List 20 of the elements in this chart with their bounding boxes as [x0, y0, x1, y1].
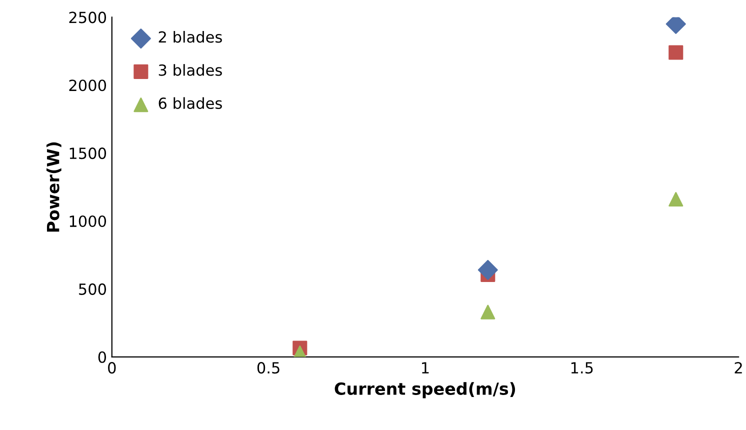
y-tick-label: 2500: [69, 12, 106, 24]
x-tick-label: 1: [422, 362, 429, 374]
y-tick-label: 500: [79, 283, 106, 295]
y-axis-title: Power(W): [46, 142, 62, 232]
point: [478, 260, 498, 280]
point: [668, 45, 684, 60]
y-tick-label: 0: [98, 351, 106, 363]
y-tick-label: 1500: [70, 148, 106, 160]
legend-label: 6 blades: [158, 97, 222, 110]
legend-label: 3 blades: [158, 64, 222, 76]
legend-label: 2 blades: [158, 30, 222, 43]
x-tick-label: 0: [108, 362, 116, 374]
y-tick-label: 1000: [70, 215, 106, 228]
x-tick-label: 2: [734, 362, 742, 374]
x-tick-label: 1.5: [571, 362, 593, 374]
point: [480, 304, 496, 320]
x-tick-label: 0.5: [257, 362, 280, 374]
point: [668, 192, 684, 207]
x-axis-title: Current speed(m/s): [334, 382, 516, 398]
y-tick-label: 2000: [69, 80, 106, 92]
